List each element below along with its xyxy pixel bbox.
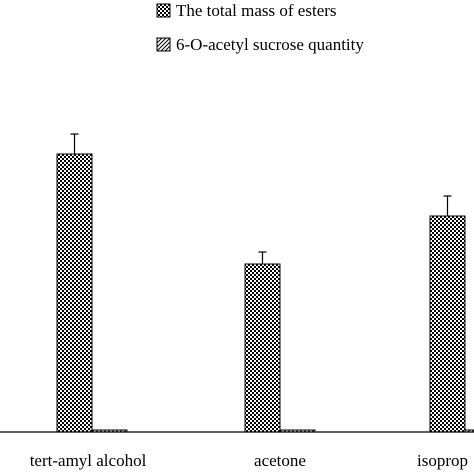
bar-6-o-acetyl-sucrose-quantity-isoprop [464, 429, 474, 433]
legend-swatch-total-mass [156, 3, 171, 18]
x-tick-label-tert-amyl-alcohol: tert-amyl alcohol [30, 451, 147, 470]
bars-group [56, 133, 474, 433]
bar-the-total-mass-of-esters-acetone [244, 263, 281, 433]
bar-the-total-mass-of-esters-isoprop [429, 215, 466, 433]
x-tick-labels: tert-amyl alcohol acetone isoprop [30, 451, 468, 470]
legend-swatch-6-o-acetyl [156, 37, 171, 52]
x-tick-label-isoprop: isoprop [417, 451, 468, 470]
legend-label-6-o-acetyl: 6-O-acetyl sucrose quantity [176, 35, 364, 54]
legend-label-total-mass: The total mass of esters [176, 1, 337, 20]
bar-the-total-mass-of-esters-tert-amyl-alcohol [56, 153, 93, 433]
legend: The total mass of esters 6-O-acetyl sucr… [156, 1, 364, 54]
x-tick-label-acetone: acetone [254, 451, 306, 470]
